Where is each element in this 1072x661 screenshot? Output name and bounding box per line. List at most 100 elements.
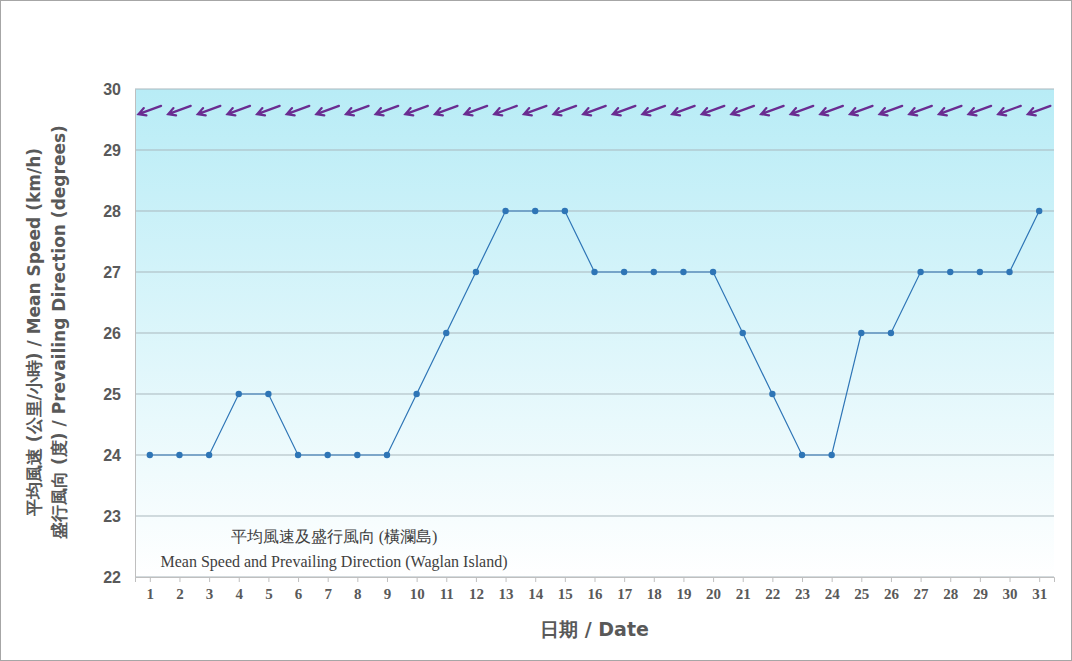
x-tick-mark (1010, 577, 1011, 582)
y-tick: 24 (103, 447, 135, 464)
x-tick-label: 9 (384, 586, 392, 602)
x-tick: 1 (147, 577, 155, 602)
direction-arrow (969, 106, 992, 115)
x-tick-mark (446, 577, 447, 582)
x-tick: 11 (440, 577, 454, 602)
speed-marker (769, 391, 775, 397)
x-tick-mark (891, 577, 892, 582)
grid-line (135, 455, 1054, 456)
direction-arrow (198, 106, 221, 115)
y-tick-label: 24 (103, 447, 121, 464)
speed-marker (443, 330, 449, 336)
x-tick: 9 (384, 577, 392, 602)
speed-marker (591, 269, 597, 275)
direction-arrow (998, 106, 1021, 115)
y-tick-label: 29 (103, 142, 121, 159)
y-tick-label: 30 (103, 81, 121, 98)
x-tick-mark (565, 577, 566, 582)
direction-arrow (168, 106, 191, 115)
x-tick: 14 (528, 577, 544, 602)
x-tick-mark (268, 577, 269, 582)
y-tick-label: 27 (103, 264, 121, 281)
speed-marker (236, 391, 242, 397)
direction-arrow (613, 106, 636, 115)
x-tick-mark (150, 577, 151, 582)
annotation-text: 平均風速及盛行風向 (橫瀾島) (231, 528, 438, 546)
x-tick-label: 17 (617, 586, 633, 602)
direction-arrow (465, 106, 488, 115)
x-tick: 28 (943, 577, 958, 602)
x-tick-mark (506, 577, 507, 582)
direction-arrow (880, 106, 903, 115)
speed-marker (799, 452, 805, 458)
direction-arrow (643, 106, 666, 115)
direction-arrow (1028, 106, 1051, 115)
y-axis-line (135, 90, 136, 578)
x-tick-mark (1039, 577, 1040, 582)
x-tick: 23 (795, 577, 810, 602)
y-tick: 30 (103, 81, 135, 98)
grid-line (135, 150, 1054, 151)
x-tick-mark (298, 577, 299, 582)
x-tick-label: 18 (647, 586, 662, 602)
speed-marker (858, 330, 864, 336)
speed-marker (206, 452, 212, 458)
y-tick: 25 (103, 386, 135, 403)
x-tick: 16 (588, 577, 604, 602)
speed-marker (680, 269, 686, 275)
direction-arrow (494, 106, 517, 115)
direction-arrow (435, 106, 458, 115)
x-tick: 30 (1003, 577, 1018, 602)
direction-arrow (939, 106, 962, 115)
direction-arrow (820, 106, 843, 115)
grid-line (135, 394, 1054, 395)
x-tick-mark (713, 577, 714, 582)
x-tick-label: 30 (1003, 586, 1018, 602)
x-tick: 15 (558, 577, 573, 602)
speed-marker (977, 269, 983, 275)
direction-arrow (257, 106, 280, 115)
x-tick-label: 14 (528, 586, 544, 602)
x-tick-label: 3 (206, 586, 214, 602)
x-tick: 17 (617, 577, 633, 602)
x-axis-title: 日期 / Date (540, 618, 649, 640)
direction-arrow (287, 106, 310, 115)
x-tick-mark (624, 577, 625, 582)
x-tick-label: 26 (884, 586, 900, 602)
speed-marker (502, 208, 508, 214)
x-tick-label: 12 (469, 586, 484, 602)
x-tick: 25 (854, 577, 869, 602)
x-tick-label: 11 (440, 586, 454, 602)
y-tick: 29 (103, 142, 135, 159)
x-tick-mark (832, 577, 833, 582)
x-tick-label: 31 (1032, 586, 1047, 602)
x-tick: 13 (499, 577, 514, 602)
x-tick-mark (535, 577, 536, 582)
x-tick: 2 (176, 577, 184, 602)
x-tick-mark (802, 577, 803, 582)
direction-arrow (791, 106, 814, 115)
x-axis-line (136, 578, 1055, 583)
speed-marker (651, 269, 657, 275)
x-tick: 8 (354, 577, 362, 602)
x-tick-label: 13 (499, 586, 514, 602)
direction-arrow (731, 106, 754, 115)
x-tick-mark (980, 577, 981, 582)
speed-marker (710, 269, 716, 275)
x-tick-label: 2 (176, 586, 184, 602)
x-tick: 20 (706, 577, 721, 602)
speed-marker (740, 330, 746, 336)
direction-arrow (761, 106, 784, 115)
speed-marker (947, 269, 953, 275)
speed-marker (532, 208, 538, 214)
speed-marker (562, 208, 568, 214)
x-tick-label: 27 (914, 586, 930, 602)
x-tick-label: 23 (795, 586, 810, 602)
x-tick: 19 (676, 577, 691, 602)
x-tick: 18 (647, 577, 662, 602)
x-tick-label: 1 (147, 586, 155, 602)
x-tick-mark (328, 577, 329, 582)
speed-marker (828, 452, 834, 458)
x-tick: 5 (265, 577, 273, 602)
x-tick-mark (654, 577, 655, 582)
